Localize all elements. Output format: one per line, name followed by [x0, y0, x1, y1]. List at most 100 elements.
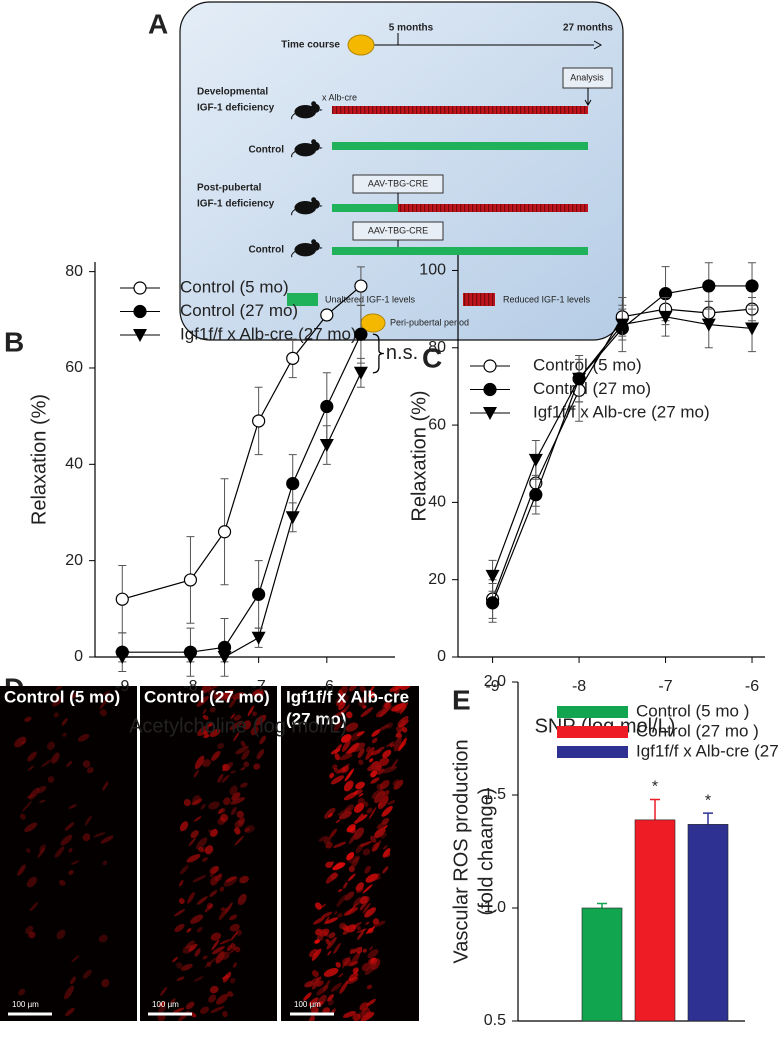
- fluorescence: [174, 908, 186, 917]
- fluorescence: [244, 825, 255, 833]
- fluorescence: [241, 749, 250, 760]
- marker: [217, 651, 232, 664]
- fluorescence: [398, 737, 407, 752]
- scale-label: 100 µm: [152, 1000, 179, 1009]
- fluorescence: [41, 759, 53, 768]
- fluorescence: [158, 1001, 166, 1007]
- fluorescence: [209, 890, 218, 897]
- fluorescence: [385, 722, 393, 729]
- fluorescence: [29, 902, 39, 912]
- fluorescence: [346, 852, 355, 861]
- fluorescence: [326, 936, 337, 950]
- fluorescence: [337, 807, 352, 816]
- legend-marker: [133, 281, 147, 295]
- brace: [372, 333, 384, 374]
- fluorescence: [199, 1006, 210, 1014]
- fluorescence: [213, 692, 223, 700]
- fluorescence: [217, 743, 225, 749]
- fluorescence: [193, 816, 202, 822]
- fluorescence: [355, 813, 364, 825]
- fluorescence: [337, 913, 343, 918]
- marker: [572, 372, 587, 386]
- fluorescence: [332, 862, 346, 871]
- fluorescence: [208, 688, 216, 696]
- fluorescence: [365, 921, 370, 925]
- fluorescence: [342, 1011, 356, 1018]
- marker: [320, 308, 334, 322]
- fluorescence: [387, 800, 396, 805]
- marker: [354, 327, 368, 341]
- fluorescence: [356, 731, 365, 737]
- legend-label: Unaltered IGF-1 levels: [325, 294, 416, 304]
- fluorescence: [185, 1001, 195, 1010]
- y-tick-label: 100: [419, 262, 446, 279]
- fluorescence: [17, 864, 26, 876]
- fluorescence: [26, 876, 38, 888]
- x-tick-label: -8: [572, 678, 586, 695]
- fluorescence: [308, 997, 319, 1007]
- fluorescence: [197, 725, 209, 737]
- reduced-bar: [398, 204, 588, 212]
- legend-swatch: [557, 726, 628, 738]
- row-label: IGF-1 deficiency: [197, 199, 275, 210]
- fluorescence: [379, 780, 390, 790]
- fluorescence: [324, 807, 336, 819]
- fluorescence: [321, 911, 333, 918]
- fluorescence: [70, 976, 76, 985]
- fluorescence: [330, 872, 339, 880]
- significance: *: [705, 792, 711, 809]
- box-label: Analysis: [570, 72, 604, 82]
- fluorescence: [230, 931, 239, 941]
- reduced-bar: [332, 106, 588, 114]
- fluorescence: [196, 696, 209, 707]
- fluorescence: [394, 703, 407, 713]
- fluorescence: [217, 773, 224, 783]
- fluorescence: [223, 875, 238, 887]
- legend-label: Igf1f/f x Alb-cre (27 mo): [533, 402, 710, 421]
- fluorescence: [200, 803, 206, 810]
- fluorescence: [342, 957, 352, 966]
- image-label: (27 mo): [286, 709, 346, 728]
- scale-label: 100 µm: [12, 1000, 39, 1009]
- fluorescence: [242, 720, 252, 730]
- box-label: AAV-TBG-CRE: [368, 178, 428, 188]
- marker: [485, 596, 500, 610]
- fluorescence: [222, 1011, 228, 1018]
- fluorescence: [204, 957, 217, 968]
- fluorescence: [234, 819, 245, 828]
- fluorescence: [27, 751, 37, 762]
- fluorescence: [362, 884, 373, 894]
- legend-swatch: [557, 706, 628, 718]
- fluorescence: [212, 946, 225, 955]
- marker: [285, 511, 300, 525]
- fluorescence: [235, 745, 249, 755]
- fluorescence: [316, 980, 324, 987]
- y-tick-label: 0.5: [484, 1012, 506, 1029]
- fluorescence: [209, 828, 218, 837]
- fluorescence: [371, 737, 378, 744]
- fluorescence: [220, 907, 225, 911]
- fluorescence: [252, 711, 257, 717]
- fluorescence: [372, 918, 380, 925]
- peri-pubertal-marker: [347, 34, 375, 56]
- y-tick-label: 1.0: [484, 899, 506, 916]
- fluorescence: [244, 827, 251, 832]
- fluorescence: [339, 922, 347, 930]
- fluorescence: [344, 804, 354, 814]
- marker: [183, 573, 198, 587]
- fluorescence: [179, 821, 189, 832]
- fluorescence: [314, 939, 320, 944]
- marker: [701, 318, 716, 332]
- fluorescence: [347, 873, 356, 882]
- bar: [634, 819, 676, 1022]
- fluorescence: [352, 967, 359, 974]
- fluorescence: [400, 686, 412, 691]
- bar: [687, 824, 729, 1022]
- fluorescence: [341, 956, 351, 969]
- x-axis-label: Acetylcholine (log mol/L): [129, 715, 347, 737]
- fluorescence: [195, 837, 208, 850]
- legend-swatch: [557, 746, 628, 758]
- fluorescence: [202, 715, 209, 720]
- row-label: Control: [248, 145, 284, 156]
